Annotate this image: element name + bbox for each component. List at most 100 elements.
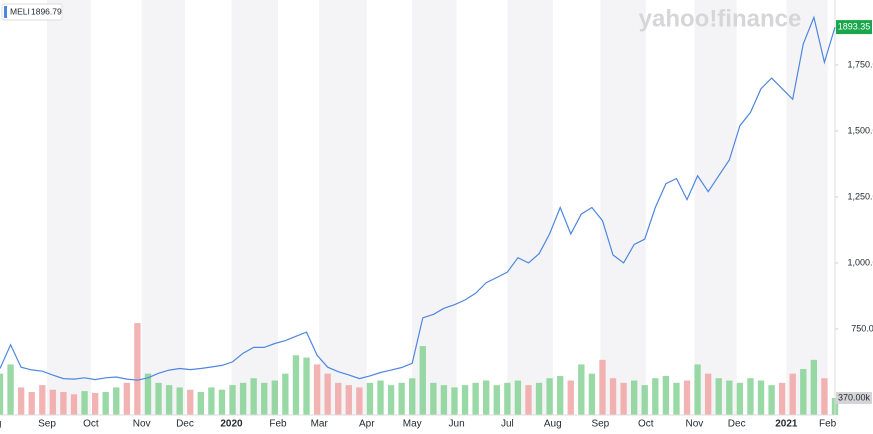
x-tick-label: Jul xyxy=(501,419,514,430)
volume-bar xyxy=(366,382,374,415)
volume-bar xyxy=(356,387,363,415)
volume-bar xyxy=(715,378,722,415)
volume-bar xyxy=(155,382,162,415)
volume-bar xyxy=(91,392,99,415)
month-band xyxy=(231,0,278,415)
volume-bar xyxy=(557,375,564,415)
volume-bar xyxy=(514,380,522,415)
volume-bar xyxy=(609,378,617,415)
price-tag xyxy=(836,20,872,35)
x-tick-label: May xyxy=(403,419,422,430)
volume-bar xyxy=(768,385,775,415)
volume-bar xyxy=(187,389,194,415)
volume-bar xyxy=(229,385,236,415)
volume-bar xyxy=(387,385,395,415)
y-tick-label: 1,750.00 xyxy=(847,59,873,69)
volume-bar xyxy=(377,380,384,415)
volume-bar xyxy=(261,382,268,415)
volume-bar xyxy=(641,385,648,415)
volume-bar xyxy=(218,389,226,415)
volume-bar xyxy=(144,373,152,415)
month-band xyxy=(412,0,457,415)
y-tick-label: 1,250.00 xyxy=(847,191,873,201)
volume-bar xyxy=(440,385,448,415)
month-band xyxy=(507,0,553,415)
volume-bar xyxy=(588,373,596,415)
volume-bar xyxy=(747,378,754,415)
x-tick-label: Dec xyxy=(176,419,194,430)
x-tick-label: Nov xyxy=(686,419,704,430)
volume-bar xyxy=(17,387,25,415)
volume-bar xyxy=(800,369,807,415)
volume-bar xyxy=(409,378,416,415)
volume-bar xyxy=(197,392,204,415)
x-tick-label: Oct xyxy=(638,419,654,430)
volume-bar xyxy=(631,380,638,415)
volume-bar xyxy=(398,382,405,415)
volume-tag-label: 370.00k xyxy=(838,392,871,402)
legend-value: 1896.79 xyxy=(31,6,62,16)
volume-bar xyxy=(419,346,426,415)
x-tick-label: Feb xyxy=(269,419,287,430)
volume-bar xyxy=(113,387,120,415)
volume-bar xyxy=(271,380,278,415)
volume-bar xyxy=(504,382,511,415)
volume-bar xyxy=(483,380,490,415)
volume-bar xyxy=(736,382,744,415)
x-tick-label: Nov xyxy=(133,419,151,430)
month-band xyxy=(694,0,737,415)
x-tick-label: Apr xyxy=(359,419,375,430)
x-tick-label: Sep xyxy=(591,419,609,430)
volume-bar xyxy=(70,394,78,415)
volume-bar xyxy=(282,373,289,415)
volume-bar xyxy=(345,385,352,415)
month-band xyxy=(141,0,185,415)
x-tick-label: Oct xyxy=(83,419,99,430)
volume-bar xyxy=(662,375,670,415)
volume-bar xyxy=(208,387,215,415)
x-tick-label: Mar xyxy=(311,419,329,430)
legend-box xyxy=(1,3,63,21)
volume-bar xyxy=(525,385,532,415)
month-band xyxy=(47,0,91,415)
volume-bar xyxy=(789,373,796,415)
volume-bar xyxy=(683,380,691,415)
x-tick-label: Feb xyxy=(819,419,837,430)
volume-bar xyxy=(472,382,479,415)
volume-bar xyxy=(578,364,585,415)
logo: yahoo!finance xyxy=(639,5,802,32)
volume-bar xyxy=(620,382,627,415)
volume-bar xyxy=(7,364,14,415)
volume-bar xyxy=(704,373,712,415)
volume-bar xyxy=(324,373,331,415)
volume-bar xyxy=(81,391,88,415)
x-tick-label: Aug xyxy=(0,419,1,430)
y-tick-label: 1,500.00 xyxy=(847,125,873,135)
volume-bar xyxy=(451,387,458,415)
volume-bar xyxy=(726,380,733,415)
x-tick-label: Aug xyxy=(544,419,562,430)
volume-bar xyxy=(313,364,321,415)
volume-bar xyxy=(335,382,342,415)
volume-bar xyxy=(60,392,67,415)
volume-bar xyxy=(303,357,310,415)
volume-bar xyxy=(652,378,659,415)
volume-tag xyxy=(836,391,872,404)
volume-bar xyxy=(694,364,701,415)
volume-bar xyxy=(493,385,500,415)
volume-bar xyxy=(673,382,680,415)
volume-bar xyxy=(821,378,828,415)
legend-name: MELI xyxy=(10,6,30,16)
volume-bar xyxy=(535,382,543,415)
volume-bar xyxy=(39,385,46,415)
x-tick-label: 2021 xyxy=(775,419,798,430)
month-band xyxy=(319,0,367,415)
price-line xyxy=(0,15,836,381)
legend-swatch xyxy=(4,6,7,18)
volume-bar xyxy=(778,382,786,415)
volume-bar xyxy=(461,385,469,415)
volume-bar xyxy=(292,355,300,415)
price-tag-label: 1893.35 xyxy=(838,21,871,31)
